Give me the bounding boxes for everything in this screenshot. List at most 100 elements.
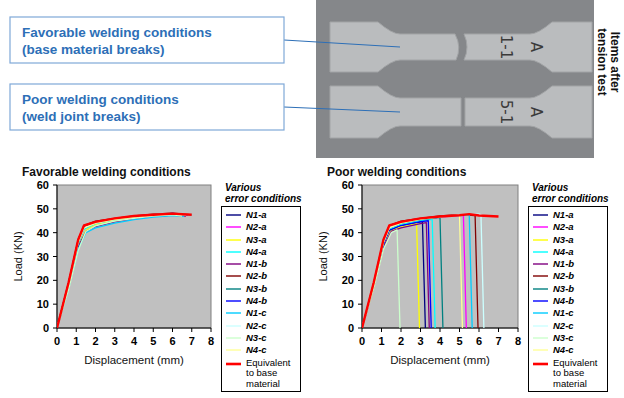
x-tick-label: 1 bbox=[378, 335, 384, 347]
legend-entry: N3-a bbox=[532, 234, 605, 246]
legend-label: N1-b bbox=[246, 258, 267, 270]
y-tick-label: 60 bbox=[37, 179, 49, 191]
x-tick-label: 8 bbox=[208, 335, 214, 347]
legend-entry: N1-b bbox=[225, 258, 298, 270]
series-line bbox=[57, 214, 188, 328]
y-tick-label: 30 bbox=[37, 251, 49, 263]
legend-label: Equivalent to base material bbox=[553, 358, 605, 390]
x-tick-label: 5 bbox=[150, 335, 156, 347]
legend-label: N2-b bbox=[553, 270, 574, 282]
legend-line bbox=[226, 300, 241, 301]
legend-title: Various bbox=[225, 182, 262, 193]
legend-line bbox=[533, 325, 548, 326]
y-tick bbox=[358, 232, 362, 233]
legend-swatch bbox=[225, 358, 242, 368]
legend-entry: N3-b bbox=[532, 283, 605, 295]
x-tick-label: 8 bbox=[515, 335, 521, 347]
legend-swatch bbox=[532, 258, 549, 268]
series-line bbox=[57, 213, 188, 328]
x-tick bbox=[401, 328, 402, 332]
legend-entry: N4-a bbox=[225, 246, 298, 258]
y-tick-label: 0 bbox=[348, 322, 354, 334]
legend-swatch bbox=[225, 307, 242, 317]
series-group bbox=[57, 213, 192, 328]
series-line bbox=[362, 219, 435, 328]
legend-entry: N2-a bbox=[532, 221, 605, 233]
series-group bbox=[362, 214, 499, 328]
y-tick bbox=[53, 280, 57, 281]
legend-label: N3-a bbox=[553, 234, 574, 246]
y-tick bbox=[358, 280, 362, 281]
y-tick-label: 10 bbox=[342, 298, 354, 310]
legend-label: N3-c bbox=[246, 332, 267, 344]
legend-line bbox=[226, 337, 241, 338]
series-line bbox=[57, 215, 182, 328]
legend-line bbox=[226, 239, 241, 240]
legend-swatch bbox=[532, 358, 549, 368]
legend-line bbox=[226, 350, 241, 351]
legend-swatch bbox=[532, 234, 549, 244]
legend-entry: Equivalent to base material bbox=[225, 358, 298, 390]
y-tick bbox=[358, 328, 362, 329]
x-tick-label: 2 bbox=[92, 335, 98, 347]
legend-label: N4-a bbox=[246, 246, 267, 258]
series-line bbox=[57, 214, 180, 328]
legend-label: N3-b bbox=[246, 283, 267, 295]
legend-entry: N3-a bbox=[225, 234, 298, 246]
series-line bbox=[362, 215, 478, 328]
x-axis-label: Displacement (mm) bbox=[84, 354, 184, 366]
legend-swatch bbox=[532, 270, 549, 280]
callout-box bbox=[10, 17, 284, 63]
x-tick-label: 7 bbox=[189, 335, 195, 347]
legend-entry: N3-b bbox=[225, 283, 298, 295]
chart: Favorable welding conditions010203040506… bbox=[12, 165, 302, 366]
series-line bbox=[57, 216, 184, 328]
legend-line bbox=[533, 313, 548, 314]
x-tick-label: 4 bbox=[131, 335, 138, 347]
series-line bbox=[57, 215, 182, 328]
y-axis bbox=[57, 185, 58, 328]
legend-swatch bbox=[225, 209, 242, 219]
legend-line bbox=[226, 276, 241, 277]
legend-entry: N1-c bbox=[532, 307, 605, 319]
legend-entry: N2-b bbox=[532, 270, 605, 282]
x-tick bbox=[362, 328, 363, 332]
legend-entry: Equivalent to base material bbox=[532, 358, 605, 390]
page: 1-1A5-1AFavorable welding conditions(bas… bbox=[0, 0, 624, 398]
legend-swatch bbox=[225, 332, 242, 342]
y-tick-label: 60 bbox=[342, 179, 354, 191]
series-line bbox=[362, 214, 484, 328]
legend-line bbox=[226, 263, 241, 264]
legend-swatch bbox=[225, 246, 242, 256]
photo-background bbox=[316, 0, 594, 158]
legend-swatch bbox=[225, 221, 242, 231]
y-tick bbox=[53, 304, 57, 305]
legend-entry: N1-a bbox=[225, 209, 298, 221]
x-tick bbox=[191, 328, 192, 332]
series-line bbox=[57, 215, 186, 328]
callout-text: (weld joint breaks) bbox=[22, 109, 141, 124]
legend-line bbox=[533, 288, 548, 289]
legend-line bbox=[533, 276, 548, 277]
x-tick bbox=[95, 328, 96, 332]
legend-label: N2-c bbox=[553, 320, 574, 332]
x-tick-label: 4 bbox=[437, 335, 444, 347]
series-line bbox=[57, 214, 192, 328]
x-tick-label: 1 bbox=[73, 335, 79, 347]
legend-label: N3-b bbox=[553, 283, 574, 295]
legend-swatch bbox=[532, 283, 549, 293]
legend-entry: N3-c bbox=[532, 332, 605, 344]
series-line bbox=[362, 221, 431, 328]
legend-label: N2-a bbox=[246, 221, 267, 233]
side-label: tension test bbox=[595, 28, 609, 95]
legend-label: N2-c bbox=[246, 320, 267, 332]
legend-entry: N2-a bbox=[225, 221, 298, 233]
callout-connector bbox=[284, 107, 400, 112]
legend-swatch bbox=[225, 234, 242, 244]
legend-line bbox=[533, 362, 548, 365]
legend-swatch bbox=[225, 344, 242, 354]
y-tick bbox=[53, 256, 57, 257]
legend-line bbox=[533, 263, 548, 264]
callout-box bbox=[10, 84, 284, 130]
series-line bbox=[362, 214, 499, 328]
